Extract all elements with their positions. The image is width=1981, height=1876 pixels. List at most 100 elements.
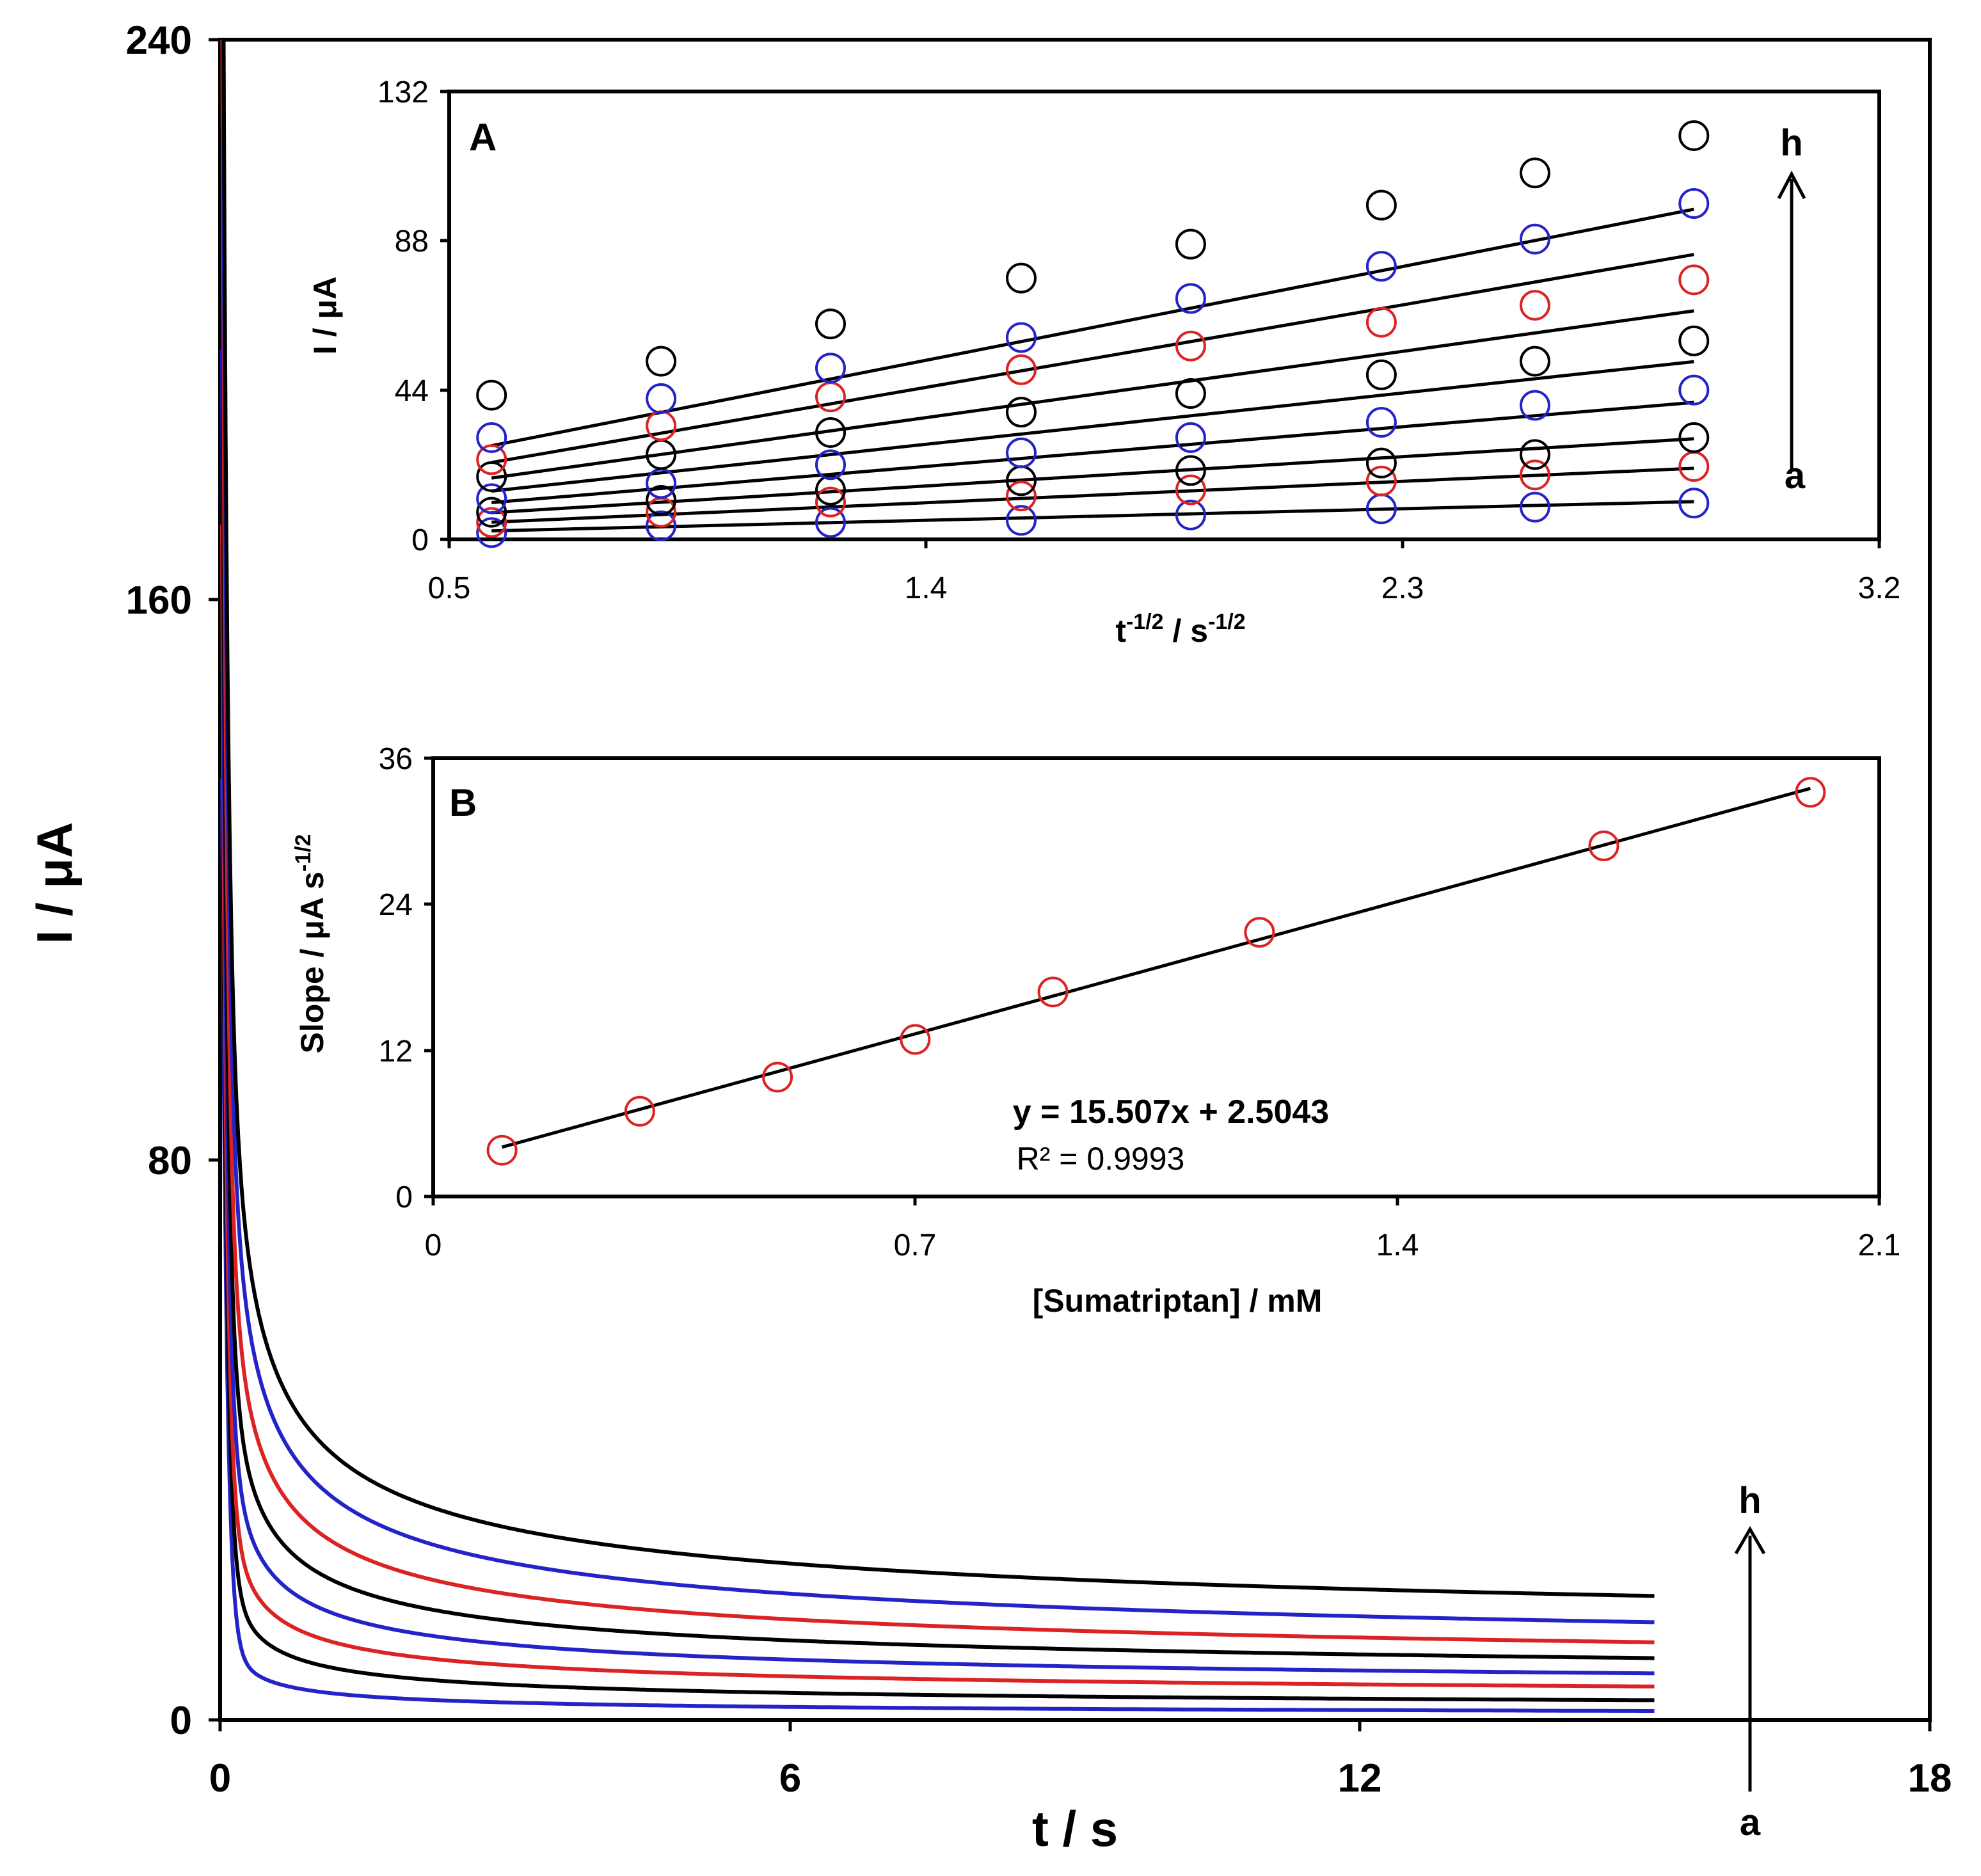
- main-xtick-label-1: 6: [779, 1756, 801, 1800]
- inset-b-panel-label: B: [449, 781, 477, 824]
- inset-b-x-axis-label: [Sumatriptan] / mM: [1033, 1283, 1323, 1319]
- inset-a-point-f-5: [1365, 306, 1397, 338]
- inset-a-point-f-4: [1175, 330, 1206, 362]
- inset-a-point-c-6: [1519, 439, 1550, 470]
- inset-b-point-4: [1037, 976, 1069, 1008]
- inset-a-point-d-3: [1006, 437, 1037, 468]
- inset-a-point-c-0: [476, 497, 507, 528]
- main-series-label-high: h: [1738, 1480, 1761, 1522]
- inset-b-point-6: [1588, 831, 1619, 861]
- inset-a-point-g-6: [1519, 223, 1550, 255]
- inset-a-xtick-label-2: 2.3: [1381, 571, 1424, 605]
- main-ytick-label-3: 240: [126, 19, 192, 63]
- inset-a-point-a-6: [1519, 491, 1550, 523]
- main-ytick-label-1: 80: [148, 1139, 192, 1183]
- inset-a-ytick-label-0: 0: [411, 523, 429, 557]
- inset-a-point-a-1: [646, 510, 677, 541]
- inset-a-xtick-label-1: 1.4: [905, 571, 948, 605]
- inset-a-point-b-3: [1006, 481, 1037, 512]
- inset-a-point-g-3: [1006, 322, 1037, 353]
- inset-a-xlabel-sup: -1/2: [1126, 610, 1164, 634]
- inset-a-point-e-2: [815, 417, 846, 448]
- inset-b-point-0: [486, 1134, 518, 1166]
- inset-a-point-d-4: [1175, 422, 1206, 453]
- main-ytick-label-2: 160: [126, 578, 192, 623]
- inset-a-fit-line-c: [491, 437, 1694, 514]
- inset-a-xlabel-base: t: [1115, 613, 1126, 649]
- inset-a-fit-line-e: [491, 360, 1694, 493]
- inset-b-fit-equation: y = 15.507x + 2.5043: [1013, 1093, 1329, 1131]
- inset-a-ytick-label-3: 132: [378, 76, 429, 109]
- inset-a-point-b-4: [1175, 474, 1206, 505]
- inset-a-point-c-4: [1175, 455, 1206, 486]
- inset-a-point-h-7: [1678, 120, 1710, 151]
- inset-a-point-f-0: [476, 444, 507, 475]
- main-curves: [220, 38, 1655, 1713]
- inset-a-point-e-3: [1006, 397, 1037, 428]
- inset-b-fit-line: [501, 786, 1811, 1149]
- inset-b-r-squared: R² = 0.9993: [1017, 1141, 1185, 1177]
- inset-a-point-c-2: [815, 475, 846, 506]
- inset-a-point-b-5: [1365, 465, 1397, 497]
- inset-b-point-3: [900, 1024, 931, 1055]
- main-curve-c: [220, 524, 1655, 1689]
- inset-a-point-e-7: [1678, 325, 1710, 356]
- main-y-axis-label: I / μA: [26, 822, 83, 944]
- inset-b-plot: 0 12 24 36 0 0.7 1.4 2.1 [Sumatriptan] /…: [291, 742, 1900, 1319]
- inset-a-point-f-6: [1519, 290, 1550, 321]
- inset-a-point-d-0: [476, 483, 507, 514]
- inset-a-fit-line-d: [491, 401, 1694, 505]
- inset-a-point-a-2: [815, 507, 846, 538]
- inset-a-point-d-5: [1365, 407, 1397, 438]
- inset-a-series-label-low: a: [1785, 455, 1806, 497]
- inset-a-point-d-7: [1678, 374, 1710, 406]
- inset-a-point-e-0: [476, 461, 507, 492]
- inset-a-point-h-1: [646, 346, 677, 377]
- inset-a-ytick-label-1: 44: [395, 374, 429, 408]
- inset-a-plot: 0 44 88 132 0.5 1.4 2.3 3.2 t-1/2 / s-1/…: [307, 76, 1900, 649]
- inset-b-point-7: [1795, 777, 1826, 808]
- inset-a-point-a-3: [1006, 505, 1037, 536]
- inset-b-frame: [431, 756, 1881, 1198]
- inset-a-point-g-1: [646, 383, 677, 414]
- inset-a-point-d-2: [815, 449, 846, 481]
- inset-a-fit-line-a: [491, 500, 1694, 533]
- main-curve-g: [221, 38, 1655, 1625]
- inset-b-ytick-label-1: 12: [379, 1035, 413, 1069]
- inset-a-series-arrow-head: [1777, 170, 1806, 200]
- inset-b-y-axis-label: Slope / μA s-1/2: [291, 834, 330, 1054]
- inset-b-xtick-label-0: 0: [425, 1228, 442, 1262]
- inset-a-point-b-6: [1519, 459, 1550, 491]
- inset-a-point-c-7: [1678, 422, 1710, 453]
- inset-a-point-a-4: [1175, 499, 1206, 530]
- inset-a-point-f-3: [1006, 354, 1037, 385]
- main-curve-d: [220, 349, 1655, 1676]
- main-curve-e: [220, 152, 1655, 1660]
- inset-a-x-axis-label: t-1/2 / s-1/2: [1115, 610, 1245, 649]
- inset-a-marks: [476, 120, 1710, 548]
- inset-a-y-axis-label: I / μA: [307, 276, 343, 354]
- inset-a-series-label-high: h: [1780, 122, 1802, 164]
- inset-a-point-g-2: [815, 353, 846, 384]
- inset-a-xlabel-sup2: -1/2: [1208, 610, 1246, 634]
- inset-b-ytick-label-2: 24: [379, 888, 413, 922]
- inset-a-point-h-5: [1365, 189, 1397, 221]
- main-series-arrow-head: [1734, 1526, 1766, 1555]
- inset-a-point-c-1: [646, 485, 677, 516]
- inset-a-point-b-2: [815, 486, 846, 518]
- inset-a-xtick-label-0: 0.5: [428, 571, 471, 605]
- main-curve-h: [221, 38, 1655, 1598]
- main-xtick-label-3: 18: [1908, 1756, 1952, 1800]
- inset-a-xlabel-mid: / s: [1164, 613, 1208, 649]
- inset-a-point-h-0: [476, 379, 507, 411]
- inset-b-marks: [486, 777, 1826, 1166]
- inset-b-xtick-label-3: 2.1: [1858, 1228, 1901, 1262]
- inset-a-fit-line-f: [491, 309, 1694, 480]
- inset-a-point-g-0: [476, 422, 507, 453]
- inset-a-fit-line-g: [491, 253, 1694, 465]
- inset-a-point-e-4: [1175, 378, 1206, 409]
- inset-a-point-h-2: [815, 308, 846, 340]
- inset-b-point-5: [1244, 917, 1275, 948]
- main-series-label-low: a: [1740, 1802, 1761, 1843]
